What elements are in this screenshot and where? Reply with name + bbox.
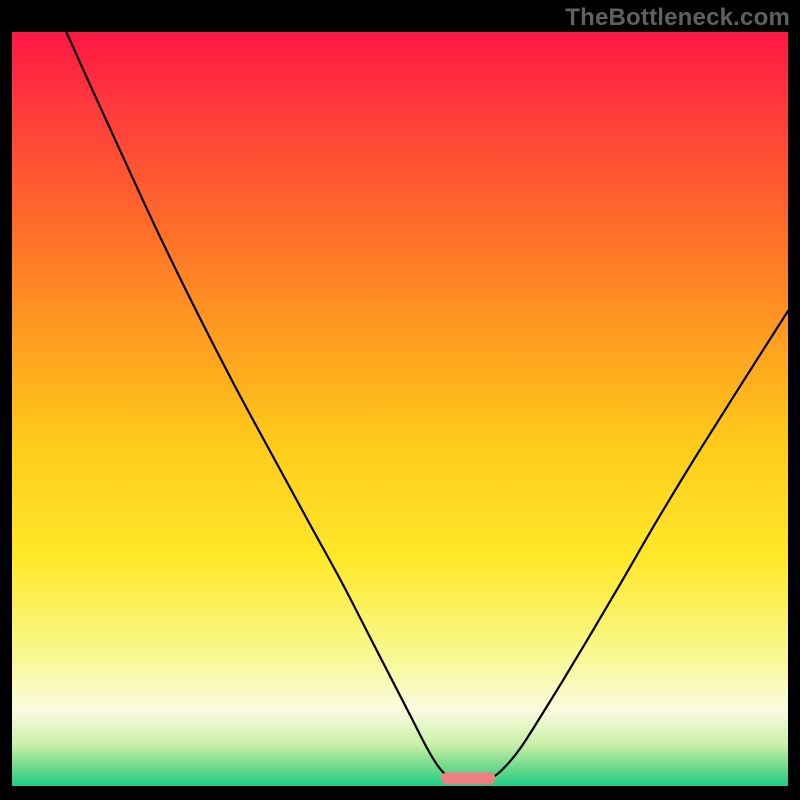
chart-stage: TheBottleneck.com [0,0,800,800]
watermark-text: TheBottleneck.com [565,4,790,32]
bottleneck-chart [0,0,800,800]
valley-marker [441,772,495,784]
plot-background [12,32,788,786]
